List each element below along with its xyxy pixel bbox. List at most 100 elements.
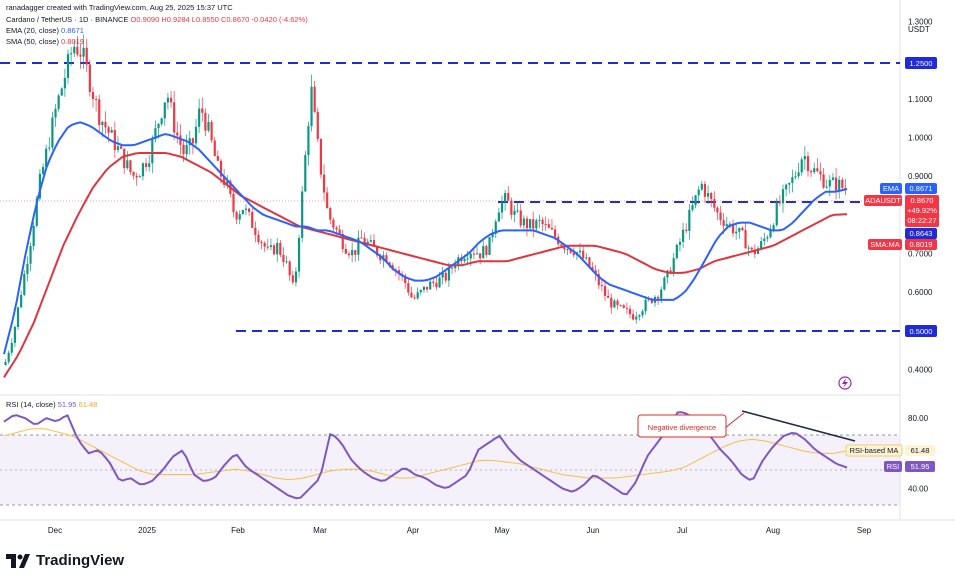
time-axis[interactable]: Dec 2025 Feb Mar Apr May Jun Jul Aug Sep	[48, 526, 872, 535]
sma-legend[interactable]: SMA (50, close) 0.8019	[6, 37, 84, 46]
candle-body	[775, 202, 778, 226]
candle-body	[841, 179, 844, 188]
candle-body	[413, 297, 416, 299]
candle-body	[657, 296, 660, 299]
creator-text: ranadagger created with TradingView.com,…	[6, 3, 233, 12]
candle-body	[472, 253, 475, 255]
candle-body	[235, 212, 238, 220]
candle-body	[369, 240, 372, 242]
candle-body	[747, 247, 750, 249]
candle-body	[644, 299, 647, 312]
candle-body	[769, 230, 772, 238]
candle-body	[538, 219, 541, 221]
candle-body	[185, 144, 188, 155]
candle-body	[500, 202, 504, 213]
ema20-line	[3, 121, 848, 355]
time-tick-label: Dec	[48, 526, 62, 535]
symbol-line[interactable]: Cardano / TetherUS · 1D · BINANCE O0.909…	[6, 15, 308, 24]
candle-body	[791, 177, 794, 183]
candle-body	[547, 224, 550, 228]
candle-body	[223, 176, 226, 185]
candle-body	[160, 118, 163, 124]
candle-body	[363, 237, 366, 244]
candle-body	[207, 121, 210, 131]
candle-body	[535, 220, 538, 229]
candle-body	[706, 193, 710, 197]
candle-body	[728, 223, 732, 225]
candle-body	[694, 195, 697, 206]
candle-body	[700, 183, 703, 190]
candle-body	[101, 121, 104, 126]
candle-body	[154, 128, 157, 140]
candle-body	[144, 163, 148, 167]
candle-body	[113, 130, 116, 151]
time-tick-label: May	[494, 526, 509, 535]
candle-body	[16, 307, 20, 327]
candle-body	[672, 258, 675, 274]
candle-body	[482, 246, 485, 259]
divergence-annotation[interactable]: Negative divergence	[637, 414, 727, 438]
tradingview-brand[interactable]: TradingView	[6, 552, 124, 569]
candle-body	[182, 144, 185, 155]
candle-body	[678, 241, 682, 245]
candle-body	[151, 139, 154, 164]
candle-body	[279, 242, 282, 255]
candle-body	[88, 64, 91, 93]
tag-sma-value: 0.8019	[910, 240, 933, 249]
price-tick-label: 0.4000	[908, 366, 933, 375]
sma50-line	[3, 152, 848, 378]
rsi-tick-label: 80.00	[908, 414, 929, 423]
candle-body	[753, 249, 756, 254]
candle-body	[619, 305, 622, 307]
rsi-ma-line	[3, 428, 848, 481]
candle-body	[463, 258, 466, 262]
ema-legend-value: 0.8671	[61, 26, 84, 35]
candle-body	[669, 270, 672, 274]
rsi-legend[interactable]: RSI (14, close) 51.95 61.48	[6, 400, 97, 409]
tag-rsi-label: RSI	[887, 462, 900, 471]
candle-body	[104, 121, 107, 128]
candle-body	[450, 267, 454, 269]
candle-body	[594, 270, 597, 275]
candle-body	[95, 99, 98, 101]
candle-body	[610, 297, 613, 308]
candle-body	[635, 316, 638, 320]
candle-body	[541, 219, 544, 225]
candle-body	[313, 86, 316, 112]
candle-body	[344, 248, 347, 254]
candle-body	[226, 181, 229, 185]
candle-body	[638, 315, 641, 317]
candle-body	[123, 148, 126, 169]
candle-body	[241, 210, 244, 215]
alert-lightning-icon[interactable]	[838, 376, 852, 390]
ema-legend[interactable]: EMA (20, close) 0.8671	[6, 26, 84, 35]
candle-body	[48, 147, 51, 149]
candle-body	[335, 227, 338, 230]
candle-body	[332, 219, 335, 228]
candle-body	[372, 240, 376, 247]
annotation-text: Negative divergence	[648, 423, 716, 432]
candle-body	[519, 210, 522, 226]
tag-level-high-text: 1.2500	[910, 59, 933, 68]
candle-body	[582, 250, 585, 259]
price-tick-label: 1.1000	[908, 95, 933, 104]
price-pane[interactable]	[0, 0, 900, 395]
candle-body	[719, 212, 722, 221]
tag-level-low: 0.5000	[905, 325, 937, 337]
symbol-text[interactable]: Cardano / TetherUS · 1D · BINANCE	[6, 15, 129, 24]
candle-body	[772, 225, 775, 231]
candle-body	[379, 255, 382, 261]
candle-body	[188, 138, 191, 145]
price-tick-label: 1.0000	[908, 134, 933, 143]
candle-body	[597, 274, 600, 286]
rsi-axis[interactable]: 80.00 40.00	[908, 414, 929, 493]
candle-body	[238, 214, 241, 220]
candle-body	[485, 246, 488, 255]
tag-rsi: RSI 51.95	[884, 461, 935, 472]
candle-body	[98, 99, 101, 126]
candle-body	[713, 199, 716, 208]
tag-symbol: ADAUSDT 0.8670 +49.92% 08:22:27	[864, 195, 939, 227]
time-tick-label: Apr	[407, 526, 420, 535]
candle-body	[216, 156, 219, 161]
